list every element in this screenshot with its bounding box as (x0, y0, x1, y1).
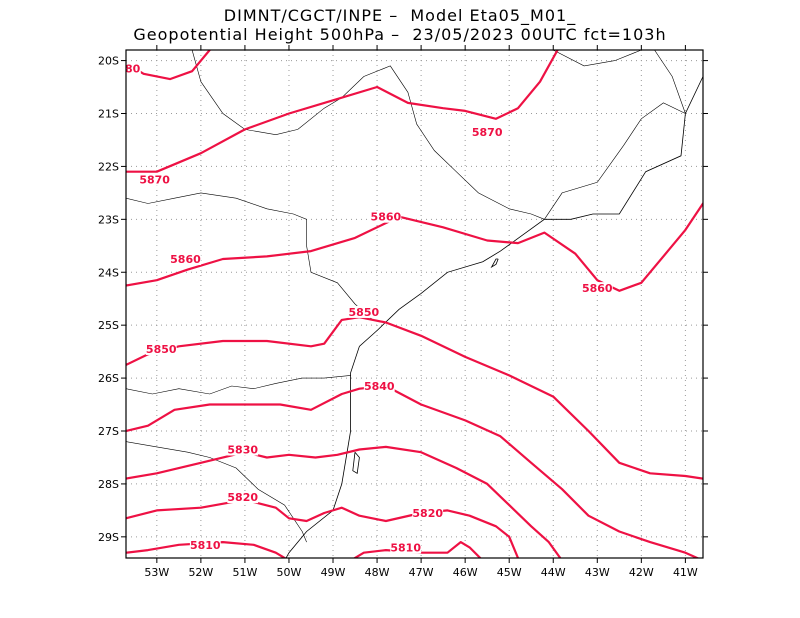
contour-label-bg (348, 305, 380, 318)
lat-tick-label: 25S (98, 319, 119, 332)
contour-label-bg (189, 538, 221, 551)
lon-tick-label: 49W (321, 566, 346, 579)
lat-tick-label: 27S (98, 425, 119, 438)
contour-5860 (126, 202, 703, 292)
lon-tick-label: 46W (453, 566, 478, 579)
lon-tick-label: 48W (365, 566, 390, 579)
contour-label: 5870 (472, 126, 503, 139)
contour-label: 5860 (170, 253, 201, 266)
state-border (654, 50, 686, 114)
contour-label-bg (145, 342, 177, 355)
contour-label-bg (124, 62, 141, 75)
state-border (126, 441, 307, 543)
state-border (126, 192, 373, 321)
state-border (544, 102, 686, 220)
lat-tick-label: 22S (98, 160, 119, 173)
contour-label-bg (170, 253, 201, 266)
state-border (126, 375, 351, 395)
contour-label: 5860 (582, 282, 613, 295)
lat-tick-label: 26S (98, 372, 119, 385)
contour-label: 5850 (349, 306, 380, 319)
coastline-island (352, 451, 360, 474)
contour-label-bg (370, 210, 402, 223)
lat-tick-label: 21S (98, 108, 119, 121)
contour-label-bg (412, 507, 444, 520)
chart-title-line2: Geopotential Height 500hPa – 23/05/2023 … (133, 25, 667, 44)
coastline-mainland (285, 76, 703, 558)
coastline-ilhabela (490, 258, 499, 269)
contour-label-bg (363, 380, 395, 393)
lat-tick-label: 23S (98, 213, 119, 226)
contour-5830 (126, 445, 562, 558)
contour-5850 (126, 316, 703, 480)
plot-frame (125, 49, 704, 559)
contour-5810 (352, 541, 482, 558)
lon-tick-label: 45W (497, 566, 522, 579)
lon-tick-label: 47W (409, 566, 434, 579)
lon-tick-label: 52W (188, 566, 213, 579)
contour-label-bg (227, 443, 259, 456)
lon-tick-label: 50W (277, 566, 302, 579)
state-border (553, 50, 642, 67)
contour-5820 (126, 498, 520, 558)
contour-label-bg (139, 173, 171, 186)
contour-label-bg (471, 126, 503, 139)
lon-tick-label: 51W (232, 566, 257, 579)
contour-label-bg (227, 491, 259, 504)
latitude-axis: 20S 21S 22S 23S 24S 25S 26S 27S 28S 29S (98, 55, 708, 544)
lon-tick-label: 42W (629, 566, 654, 579)
contour-5840 (126, 384, 700, 558)
contour-5870 (126, 50, 559, 173)
contour-label: 5830 (227, 444, 258, 457)
graticule (126, 50, 703, 558)
contour-label-bg (390, 541, 422, 554)
lat-tick-label: 28S (98, 478, 119, 491)
contour-label: 5860 (371, 211, 402, 224)
contour-label: 5810 (390, 541, 421, 554)
height-contours-layer (126, 50, 703, 558)
contour-label: 5870 (139, 174, 170, 187)
lon-tick-label: 53W (144, 566, 169, 579)
contour-label: 80 (125, 63, 141, 76)
contour-label: 5820 (412, 507, 443, 520)
state-border (191, 50, 545, 220)
state-borders-layer (126, 50, 686, 543)
contour-labels-layer: 80 5870 5870 5860 5860 5860 5850 5850 5840 5830 58… (124, 62, 613, 554)
contour-label: 5840 (364, 380, 395, 393)
contour-label: 5850 (146, 343, 177, 356)
contour-label: 5810 (190, 539, 221, 552)
lat-tick-label: 24S (98, 266, 119, 279)
longitude-axis: 53W 52W 51W 50W 49W 48W 47W 46W 45W 44W 43W 42W 41W (144, 45, 698, 579)
contour-5810 (126, 541, 287, 558)
contour-label: 5820 (227, 491, 258, 504)
lat-tick-label: 20S (98, 55, 119, 68)
lon-tick-label: 44W (541, 566, 566, 579)
lon-tick-label: 43W (585, 566, 610, 579)
lat-tick-label: 29S (98, 531, 119, 544)
lon-tick-label: 41W (673, 566, 698, 579)
contour-label-bg (581, 282, 613, 295)
chart-title-line1: DIMNT/CGCT/INPE – Model Eta05_M01_ (223, 6, 577, 25)
coastline-layer (285, 76, 703, 558)
